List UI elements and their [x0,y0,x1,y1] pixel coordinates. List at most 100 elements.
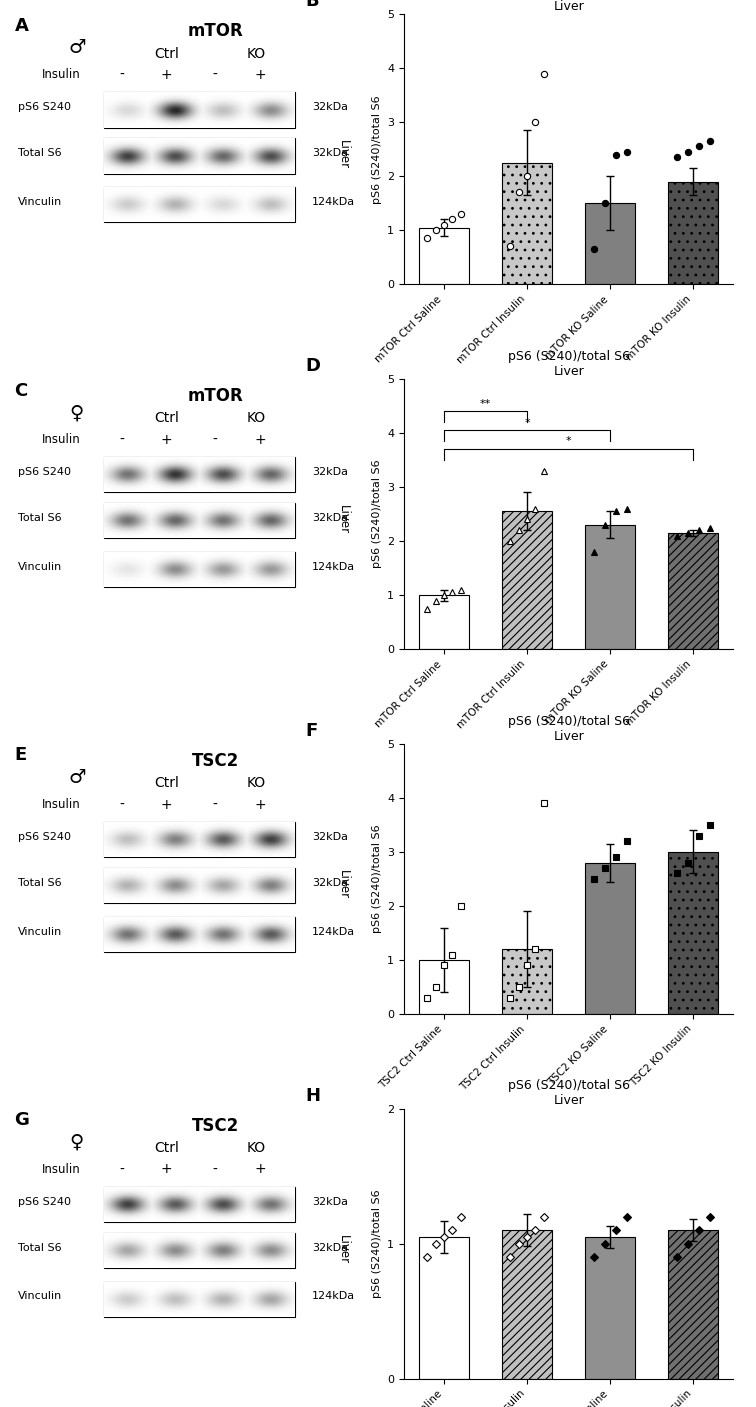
Text: -: - [119,433,124,446]
Text: 124kDa: 124kDa [312,561,355,571]
Text: +: + [254,433,266,446]
Text: ♀: ♀ [70,1133,84,1152]
Text: Vinculin: Vinculin [18,197,62,207]
Text: mTOR: mTOR [187,23,243,41]
Text: 32kDa: 32kDa [312,514,348,523]
Text: Liver: Liver [336,870,349,899]
Text: **: ** [480,398,491,408]
Text: D: D [305,357,321,376]
Bar [419,1237,469,1379]
Text: KO: KO [247,777,266,791]
Text: KO: KO [247,46,266,61]
Bar [419,228,469,284]
Bar [104,822,295,857]
Text: -: - [212,1162,218,1176]
Bar [419,960,469,1014]
Bar [668,1230,718,1379]
Text: 124kDa: 124kDa [312,197,355,207]
Text: 32kDa: 32kDa [312,1242,348,1252]
Title: pS6 (S240)/total S6
Liver: pS6 (S240)/total S6 Liver [508,0,630,13]
Text: Liver: Liver [336,141,349,169]
Text: Total S6: Total S6 [18,148,61,158]
Title: pS6 (S240)/total S6
Liver: pS6 (S240)/total S6 Liver [508,1079,630,1107]
Bar [585,525,635,649]
Text: F: F [305,722,318,740]
Text: 32kDa: 32kDa [312,148,348,158]
Bar [104,552,295,587]
Y-axis label: pS6 (S240)/total S6: pS6 (S240)/total S6 [372,460,382,568]
Bar [668,851,718,1014]
Text: -: - [119,68,124,82]
Text: Insulin: Insulin [42,69,81,82]
Text: Ctrl: Ctrl [154,1141,179,1155]
Text: C: C [14,381,28,400]
Text: 124kDa: 124kDa [312,927,355,937]
Text: E: E [14,747,26,764]
Bar [585,862,635,1014]
Text: Insulin: Insulin [42,798,81,810]
Bar [104,457,295,492]
Y-axis label: pS6 (S240)/total S6: pS6 (S240)/total S6 [372,825,382,933]
Text: pS6 S240: pS6 S240 [18,832,71,841]
Bar [104,917,295,953]
Text: KO: KO [247,1141,266,1155]
Bar [104,138,295,173]
Text: ♀: ♀ [70,404,84,422]
Text: +: + [254,798,266,812]
Text: KO: KO [247,411,266,425]
Text: Ctrl: Ctrl [154,411,179,425]
Bar [104,93,295,128]
Bar [104,1282,295,1317]
Text: 124kDa: 124kDa [312,1292,355,1301]
Text: -: - [212,68,218,82]
Text: ♂: ♂ [68,768,85,787]
Title: pS6 (S240)/total S6
Liver: pS6 (S240)/total S6 Liver [508,350,630,377]
Text: Total S6: Total S6 [18,1242,61,1252]
Text: -: - [212,433,218,446]
Text: 32kDa: 32kDa [312,103,348,113]
Text: *: * [524,418,530,428]
Text: 32kDa: 32kDa [312,467,348,477]
Bar [104,868,295,903]
Text: Liver: Liver [336,1234,349,1263]
Text: +: + [161,798,172,812]
Text: +: + [254,1162,266,1176]
Text: +: + [254,68,266,82]
Bar [502,950,552,1014]
Bar [104,504,295,539]
Text: A: A [14,17,29,35]
Title: pS6 (S240)/total S6
Liver: pS6 (S240)/total S6 Liver [508,715,630,743]
Bar [668,533,718,649]
Bar [419,595,469,649]
Bar [104,1233,295,1268]
Text: pS6 S240: pS6 S240 [18,467,71,477]
Text: Insulin: Insulin [42,1164,81,1176]
Text: mTOR: mTOR [187,387,243,405]
Text: TSC2: TSC2 [191,1117,239,1134]
Text: G: G [14,1112,29,1130]
Bar [585,1237,635,1379]
Bar [104,187,295,222]
Bar [104,1188,295,1223]
Bar [502,1230,552,1379]
Text: pS6 S240: pS6 S240 [18,103,71,113]
Text: -: - [119,798,124,812]
Text: H: H [305,1088,321,1104]
Text: 32kDa: 32kDa [312,878,348,888]
Text: B: B [305,0,319,10]
Text: Total S6: Total S6 [18,514,61,523]
Text: pS6 S240: pS6 S240 [18,1197,71,1207]
Text: 32kDa: 32kDa [312,1197,348,1207]
Text: Vinculin: Vinculin [18,1292,62,1301]
Bar [502,163,552,284]
Text: Ctrl: Ctrl [154,777,179,791]
Bar [585,203,635,284]
Text: *: * [565,436,572,446]
Y-axis label: pS6 (S240)/total S6: pS6 (S240)/total S6 [372,94,382,204]
Text: Ctrl: Ctrl [154,46,179,61]
Text: Vinculin: Vinculin [18,561,62,571]
Y-axis label: pS6 (S240)/total S6: pS6 (S240)/total S6 [372,1189,382,1299]
Text: Total S6: Total S6 [18,878,61,888]
Text: TSC2: TSC2 [191,751,239,770]
Text: Insulin: Insulin [42,433,81,446]
